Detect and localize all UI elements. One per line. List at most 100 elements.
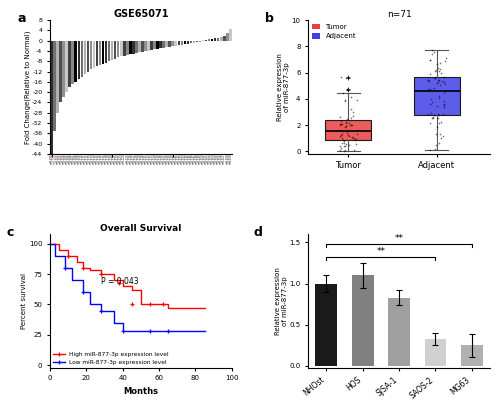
Point <box>435 67 443 74</box>
Point <box>348 133 356 140</box>
Text: miR-133: miR-133 <box>150 154 154 164</box>
Point <box>340 147 348 154</box>
Bar <box>90 41 92 69</box>
Point <box>342 128 350 134</box>
Bar <box>126 41 128 55</box>
Bar <box>86 41 89 72</box>
Text: miR-112: miR-112 <box>86 154 90 164</box>
Point <box>436 65 444 72</box>
Bar <box>211 39 214 41</box>
Text: miR-124: miR-124 <box>122 154 126 164</box>
Bar <box>78 41 80 79</box>
Text: b: b <box>264 12 274 25</box>
Text: miR-110: miR-110 <box>80 154 84 164</box>
Point <box>426 147 434 153</box>
Text: a: a <box>18 12 26 25</box>
Text: miR-153: miR-153 <box>210 154 214 164</box>
Point <box>343 86 351 93</box>
Point <box>432 75 440 82</box>
Point <box>349 113 357 119</box>
Point <box>338 121 345 128</box>
PathPatch shape <box>414 78 460 115</box>
Point <box>336 143 344 149</box>
Point <box>434 79 442 85</box>
Bar <box>223 36 226 41</box>
Point <box>340 139 348 146</box>
Point <box>435 120 443 126</box>
Point <box>438 133 446 139</box>
Text: miR-119: miR-119 <box>107 154 111 164</box>
Bar <box>54 41 56 131</box>
Title: Overall Survival: Overall Survival <box>100 224 182 233</box>
Text: d: d <box>254 226 262 239</box>
Point <box>338 135 346 142</box>
Bar <box>80 41 83 77</box>
Text: miR-150: miR-150 <box>201 154 205 164</box>
Point <box>436 131 444 137</box>
Text: miR-123: miR-123 <box>119 154 123 164</box>
Point <box>440 102 448 109</box>
Point <box>429 115 437 121</box>
Point <box>434 111 442 118</box>
Bar <box>196 41 198 42</box>
Point <box>338 89 346 96</box>
Y-axis label: Percent survival: Percent survival <box>22 273 28 329</box>
Text: miR-136: miR-136 <box>158 154 162 164</box>
Point <box>428 115 436 122</box>
Bar <box>226 33 228 41</box>
Point <box>426 71 434 77</box>
Point <box>340 143 348 149</box>
Point <box>440 90 448 97</box>
Point <box>434 140 442 146</box>
Point <box>342 140 349 147</box>
Text: miR-102: miR-102 <box>56 154 60 164</box>
Bar <box>208 39 210 41</box>
Point <box>434 115 442 122</box>
Point <box>426 57 434 63</box>
Point <box>336 114 344 120</box>
Bar <box>388 297 410 366</box>
Bar <box>461 345 482 366</box>
Point <box>433 80 441 86</box>
Bar <box>424 339 446 366</box>
Point <box>426 56 434 63</box>
Text: **: ** <box>394 234 404 243</box>
Point <box>440 110 448 117</box>
Text: miR-143: miR-143 <box>180 154 184 164</box>
Point <box>441 80 449 87</box>
Point <box>336 120 344 127</box>
Point <box>336 122 344 128</box>
Point <box>344 117 352 123</box>
Point <box>433 124 441 130</box>
Point <box>353 131 361 138</box>
Bar <box>229 29 232 41</box>
Text: miR-145: miR-145 <box>186 154 190 164</box>
Point <box>440 79 448 86</box>
Text: miR-127: miR-127 <box>132 154 136 164</box>
Bar <box>168 41 171 47</box>
Legend: High miR-877-3p expression level, Low miR-877-3p expression level: High miR-877-3p expression level, Low mi… <box>53 351 169 365</box>
Text: miR-158: miR-158 <box>226 154 230 164</box>
Point <box>352 141 360 147</box>
Bar <box>108 41 110 61</box>
Point <box>440 98 448 104</box>
Text: miR-151: miR-151 <box>204 154 208 164</box>
Text: miR-139: miR-139 <box>168 154 172 164</box>
Point <box>347 122 355 128</box>
Point <box>338 130 345 137</box>
Bar <box>117 41 119 57</box>
Text: miR-155: miR-155 <box>216 154 220 164</box>
Text: miR-148: miR-148 <box>195 154 199 164</box>
Point <box>350 135 358 141</box>
Bar <box>160 41 162 48</box>
Point <box>426 86 434 93</box>
Point <box>436 82 444 88</box>
Bar <box>129 41 132 54</box>
Point <box>340 138 348 144</box>
Bar <box>84 41 86 74</box>
Point <box>344 132 351 138</box>
Bar <box>186 41 189 44</box>
Text: miR-108: miR-108 <box>74 154 78 164</box>
Point <box>339 137 347 144</box>
Text: miR-152: miR-152 <box>207 154 211 164</box>
